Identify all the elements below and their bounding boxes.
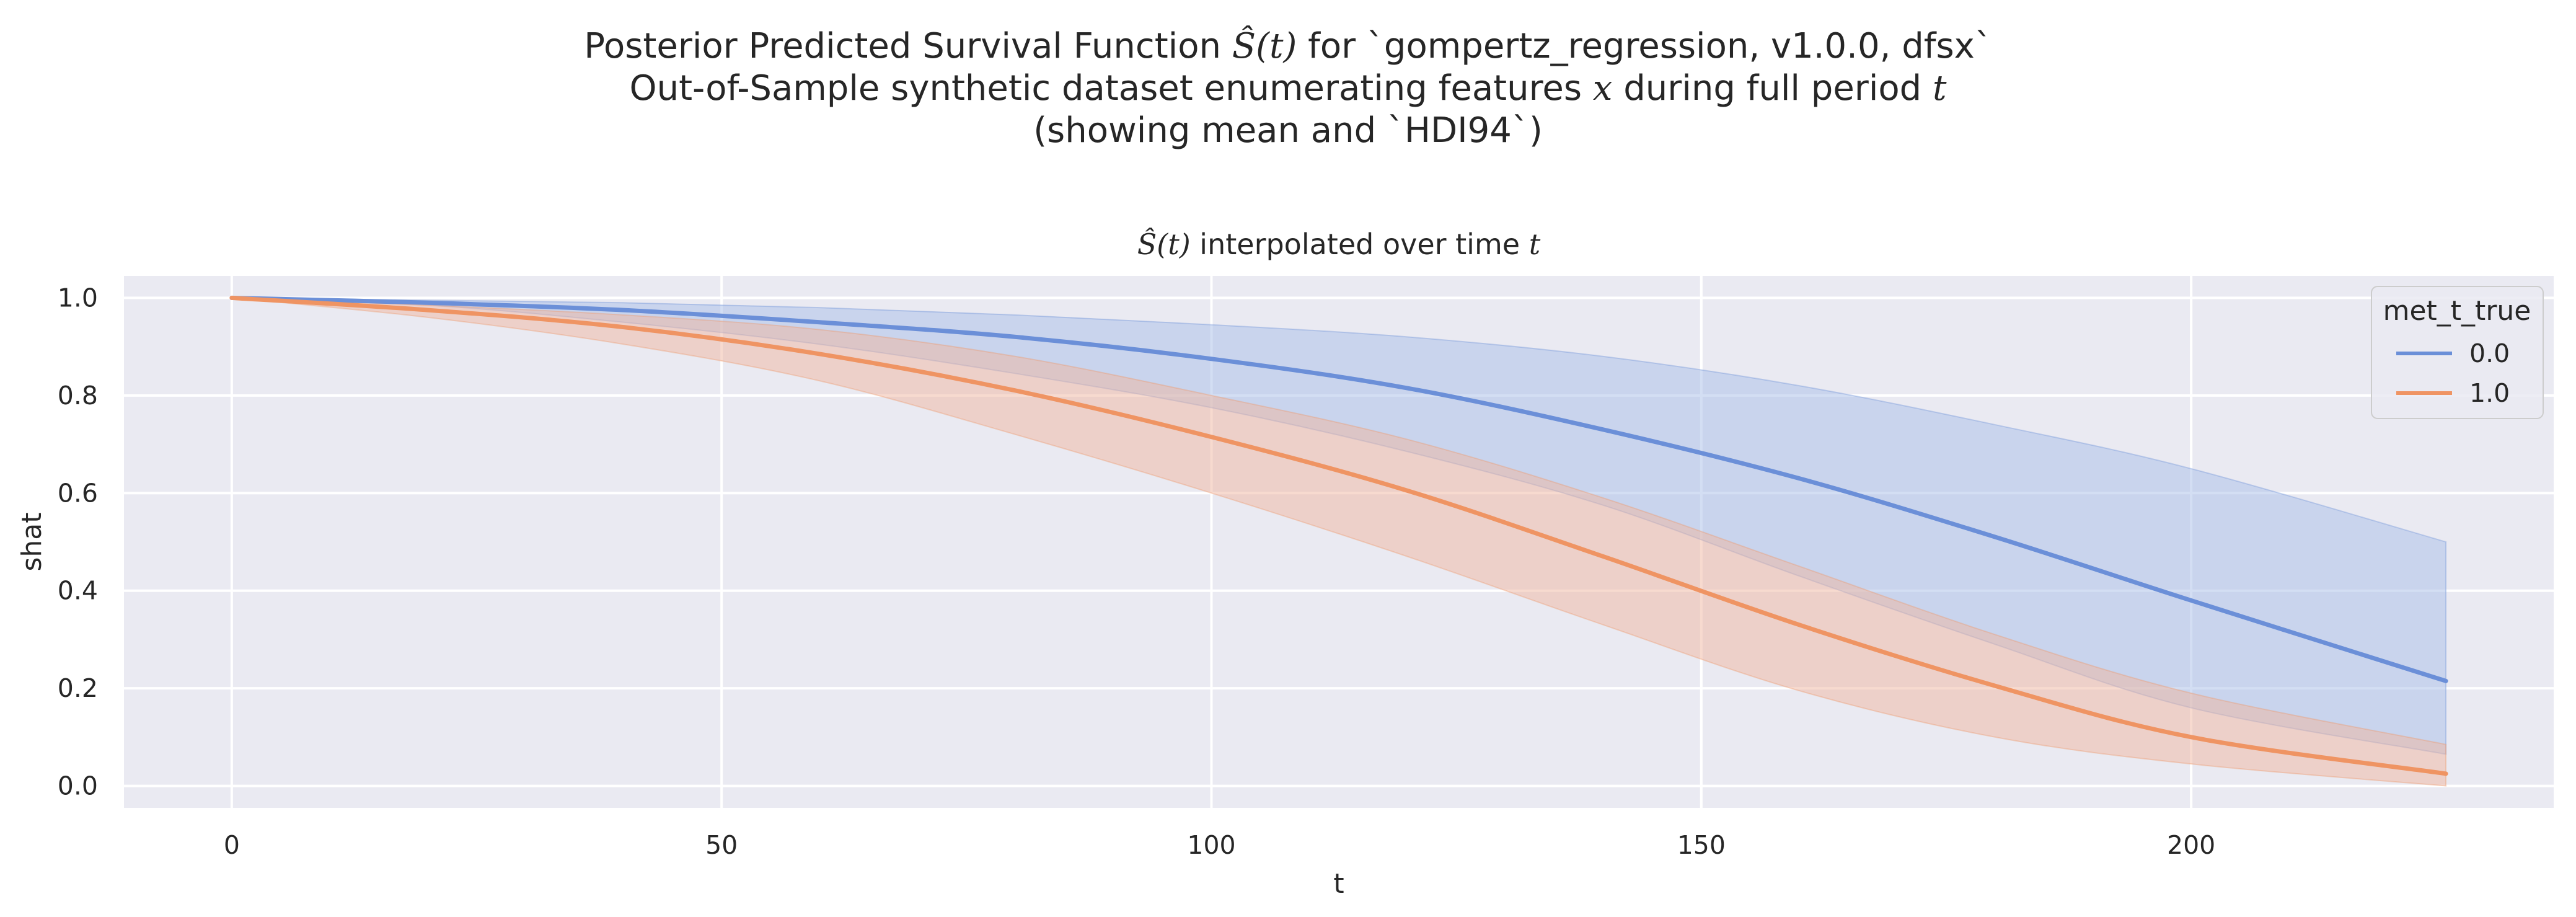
hdi-bands (231, 297, 2447, 787)
x-tick-label-1: 50 (705, 830, 738, 860)
legend-title: met_t_true (2383, 295, 2531, 327)
legend-label-1: 1.0 (2469, 378, 2510, 408)
suptitle-line-3: (showing mean and `HDI94`) (1033, 110, 1543, 151)
x-axis-label: t (1333, 868, 1344, 900)
mean-line-0.0 (229, 295, 2448, 683)
y-axis-label: shat (16, 512, 48, 571)
suptitle-line-2: Out-of-Sample synthetic dataset enumerat… (630, 68, 1947, 109)
legend-label-0: 0.0 (2469, 339, 2510, 368)
suptitle-line-1: Posterior Predicted Survival Function Ŝ(… (584, 25, 1992, 66)
y-tick-label-5: 1.0 (58, 283, 98, 312)
x-tick-labels: 0 50 100 150 200 (224, 830, 2215, 860)
y-tick-labels: 0.0 0.2 0.4 0.6 0.8 1.0 (58, 283, 98, 800)
x-tick-label-0: 0 (224, 830, 240, 860)
y-tick-label-2: 0.4 (58, 576, 98, 606)
hdi-band-1.0 (231, 297, 2447, 787)
legend: met_t_true 0.0 1.0 (2371, 286, 2544, 419)
x-tick-label-2: 100 (1187, 830, 1235, 860)
x-tick-label-4: 200 (2167, 830, 2215, 860)
y-tick-label-4: 0.8 (58, 381, 98, 410)
y-tick-label-3: 0.6 (58, 478, 98, 508)
y-tick-label-0: 0.0 (58, 771, 98, 801)
y-tick-label-1: 0.2 (58, 673, 98, 703)
mean-line-1.0 (229, 295, 2448, 776)
mean-lines (229, 295, 2448, 776)
axes-title: Ŝ(t) interpolated over time t (1137, 227, 1541, 261)
x-tick-label-3: 150 (1677, 830, 1726, 860)
legend-frame (2371, 286, 2544, 419)
